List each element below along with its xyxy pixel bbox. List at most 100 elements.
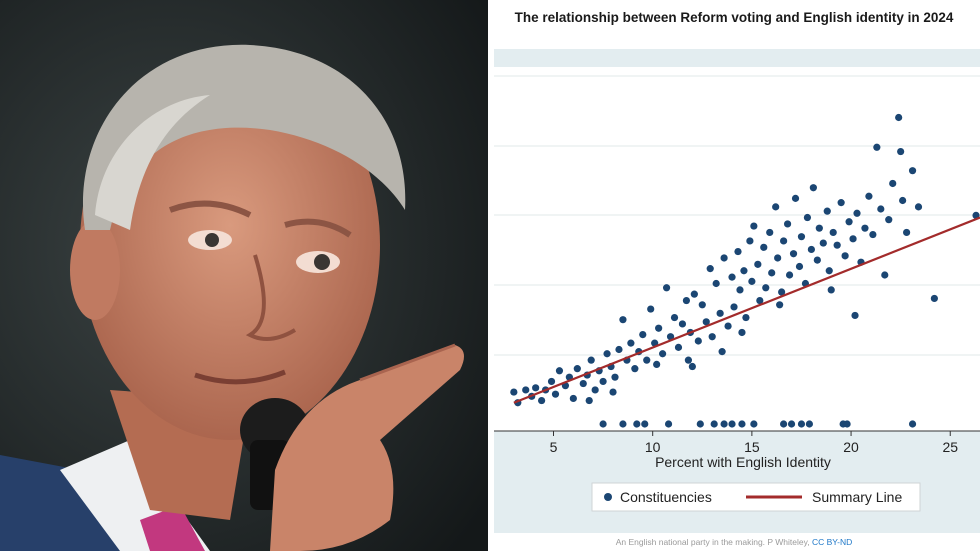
data-point bbox=[696, 420, 704, 428]
data-point bbox=[861, 224, 869, 232]
license-link[interactable]: CC BY-ND bbox=[811, 537, 853, 547]
data-point bbox=[805, 420, 814, 428]
grid-lines bbox=[494, 75, 980, 356]
data-point bbox=[609, 388, 617, 396]
data-point bbox=[573, 365, 581, 373]
data-point bbox=[895, 113, 903, 122]
summary-line bbox=[513, 216, 980, 404]
data-point bbox=[851, 311, 859, 320]
scatter-plot: 5 10 15 20 25 Percent with English Identity C… bbox=[494, 49, 980, 533]
data-point bbox=[587, 356, 595, 364]
data-point bbox=[930, 294, 938, 303]
data-point bbox=[740, 267, 748, 275]
data-point bbox=[718, 348, 726, 356]
data-point bbox=[611, 373, 619, 381]
data-point bbox=[795, 262, 804, 271]
legend-label-summary-line: Summary Line bbox=[812, 489, 902, 505]
x-tick-label: 10 bbox=[645, 439, 661, 455]
data-point bbox=[791, 194, 800, 202]
data-point bbox=[599, 377, 607, 386]
legend: Constituencies Summary Line bbox=[591, 482, 921, 512]
data-point bbox=[724, 322, 732, 330]
chart-title: The relationship between Reform voting a… bbox=[514, 10, 954, 25]
data-point bbox=[748, 277, 756, 285]
data-point bbox=[619, 420, 627, 428]
data-point bbox=[766, 228, 774, 237]
image-caption: An English national party in the making.… bbox=[488, 537, 980, 547]
data-point bbox=[819, 239, 827, 247]
data-point bbox=[682, 296, 691, 305]
axis-band bbox=[494, 431, 980, 533]
header-band bbox=[494, 49, 980, 67]
data-point bbox=[903, 228, 911, 237]
data-point bbox=[706, 265, 714, 273]
data-point bbox=[853, 209, 861, 217]
data-point bbox=[914, 203, 923, 211]
data-point bbox=[877, 205, 885, 213]
data-point bbox=[555, 367, 564, 375]
data-point bbox=[569, 394, 577, 403]
data-point bbox=[603, 350, 611, 358]
data-point bbox=[829, 228, 837, 237]
caption-text: An English national party in the making.… bbox=[615, 537, 812, 547]
data-point bbox=[538, 396, 546, 405]
data-point bbox=[698, 301, 706, 309]
data-point bbox=[837, 199, 845, 207]
photo-icon bbox=[0, 0, 488, 551]
data-point bbox=[845, 218, 853, 226]
data-point bbox=[720, 420, 728, 428]
x-tick-label: 20 bbox=[843, 439, 859, 455]
portrait-photo bbox=[0, 0, 488, 551]
data-point bbox=[599, 420, 607, 428]
data-point bbox=[865, 192, 873, 200]
data-point bbox=[833, 241, 841, 249]
data-point bbox=[728, 273, 736, 281]
data-point bbox=[797, 420, 806, 428]
data-point bbox=[532, 384, 540, 392]
data-point bbox=[734, 247, 742, 256]
data-point bbox=[659, 350, 667, 358]
data-point bbox=[710, 420, 718, 428]
data-point bbox=[807, 245, 815, 254]
x-tick-label: 15 bbox=[744, 439, 760, 455]
data-point bbox=[522, 386, 530, 394]
data-point bbox=[776, 301, 784, 309]
data-point bbox=[803, 213, 812, 222]
data-point bbox=[873, 143, 881, 151]
data-point bbox=[742, 313, 750, 322]
data-point bbox=[678, 320, 687, 328]
data-point bbox=[774, 254, 782, 262]
data-point bbox=[783, 220, 792, 228]
data-point bbox=[510, 388, 518, 396]
data-point bbox=[627, 339, 635, 347]
x-axis-label: Percent with English Identity bbox=[655, 454, 831, 470]
data-point bbox=[547, 377, 556, 386]
data-point bbox=[655, 324, 663, 332]
data-point bbox=[730, 303, 738, 311]
data-point bbox=[674, 343, 683, 351]
data-point bbox=[746, 237, 754, 245]
data-point bbox=[843, 420, 851, 428]
data-point bbox=[738, 420, 746, 428]
data-point bbox=[869, 230, 877, 239]
data-point bbox=[908, 420, 917, 428]
data-point bbox=[662, 284, 671, 292]
data-point bbox=[585, 396, 593, 405]
data-point bbox=[736, 286, 744, 294]
legend-label-constituencies: Constituencies bbox=[620, 489, 712, 505]
data-point bbox=[639, 331, 647, 339]
data-point bbox=[768, 269, 776, 277]
data-point bbox=[885, 216, 893, 224]
data-point bbox=[785, 271, 794, 279]
data-point bbox=[653, 360, 661, 368]
data-point bbox=[690, 290, 698, 298]
x-tick-label: 5 bbox=[550, 439, 558, 455]
data-point bbox=[849, 235, 857, 243]
data-point bbox=[712, 279, 720, 288]
data-point bbox=[815, 224, 823, 232]
data-point bbox=[754, 260, 762, 268]
data-point bbox=[720, 254, 728, 262]
scatter-chart-panel: The relationship between Reform voting a… bbox=[488, 0, 980, 551]
data-point bbox=[827, 286, 835, 294]
data-point bbox=[684, 356, 692, 364]
